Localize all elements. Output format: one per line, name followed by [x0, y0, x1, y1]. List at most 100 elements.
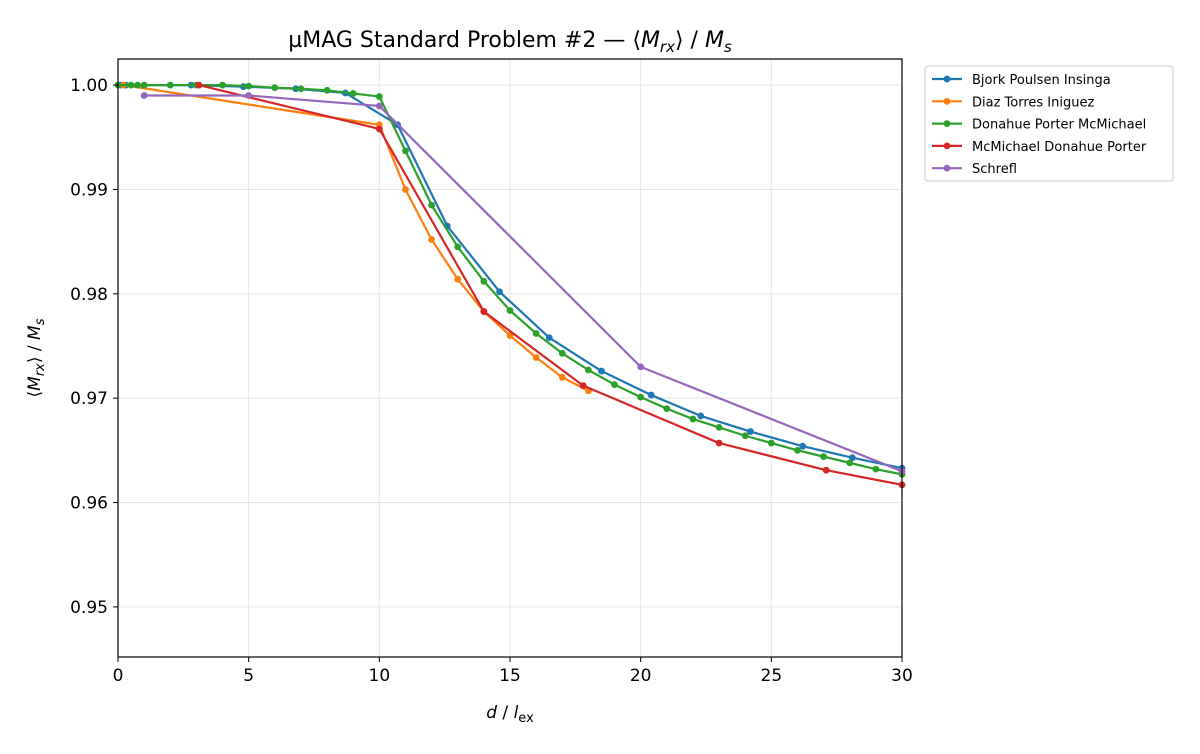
series-line	[123, 84, 589, 392]
series-5	[140, 92, 906, 475]
data-point	[689, 415, 697, 423]
data-point	[271, 84, 279, 92]
x-axis-label: d / lex	[486, 703, 534, 726]
axis-ticks: 0 5 10 15 20 25 30 0.95 0.96 0.97 0.98 0.99 1.00	[70, 76, 913, 686]
data-point	[454, 275, 462, 283]
data-point	[245, 92, 253, 99]
data-point	[715, 439, 723, 447]
data-point	[323, 86, 331, 94]
data-point	[245, 82, 253, 90]
y-tick-label: 0.96	[70, 494, 108, 514]
x-tick-label: 15	[499, 666, 521, 686]
y-tick-label: 0.95	[70, 598, 108, 618]
data-point	[663, 405, 671, 413]
data-point	[375, 125, 383, 133]
legend-swatch-marker	[943, 75, 951, 83]
grid	[117, 59, 903, 657]
data-point	[767, 439, 775, 447]
data-point	[134, 81, 142, 89]
legend-swatch-marker	[943, 97, 951, 105]
data-point	[647, 391, 655, 399]
data-point	[799, 442, 807, 450]
x-tick-label: 0	[113, 666, 124, 686]
y-tick-label: 1.00	[70, 76, 108, 96]
y-axis-label: ⟨Mrx⟩ / Ms	[25, 318, 48, 397]
data-point	[747, 428, 754, 435]
legend-item: Donahue Porter McMichael	[932, 118, 1146, 133]
data-point	[848, 454, 856, 462]
data-point	[454, 243, 462, 251]
legend-label: Bjork Poulsen Insinga	[972, 73, 1111, 88]
data-point	[195, 81, 203, 89]
legend: Bjork Poulsen Insinga Diaz Torres Iniguez…	[924, 65, 1174, 182]
series-3	[114, 81, 906, 478]
series-group	[114, 81, 906, 489]
legend-item: Bjork Poulsen Insinga	[932, 73, 1111, 88]
data-point	[127, 81, 135, 89]
y-tick-label: 0.99	[70, 180, 108, 200]
title-prefix: µMAG Standard Problem #2 — ⟨	[288, 28, 641, 53]
data-point	[637, 363, 645, 371]
data-point	[506, 332, 514, 339]
data-point	[697, 412, 705, 420]
series-4	[195, 81, 906, 489]
data-point	[219, 81, 226, 89]
legend-label: Schrefl	[972, 162, 1017, 177]
data-point	[428, 201, 435, 209]
data-point	[741, 432, 749, 440]
data-point	[794, 446, 801, 454]
series-2	[119, 81, 592, 395]
legend-label: Diaz Torres Iniguez	[972, 95, 1094, 110]
data-point	[585, 366, 592, 374]
data-point	[637, 393, 645, 401]
title-sub-rx: rx	[660, 38, 675, 56]
legend-label: Donahue Porter McMichael	[972, 118, 1146, 133]
data-point	[820, 453, 827, 461]
title-m2: M	[705, 28, 724, 53]
data-point	[140, 81, 148, 89]
y-tick-label: 0.98	[70, 285, 108, 305]
data-point	[598, 367, 605, 375]
x-tick-label: 25	[761, 666, 783, 686]
data-point	[480, 308, 488, 315]
legend-swatch-marker	[943, 164, 951, 172]
legend-label: McMichael Donahue Porter	[972, 140, 1147, 155]
y-tick-label: 0.97	[70, 389, 108, 409]
legend-item: Schrefl	[932, 162, 1017, 177]
data-point	[579, 382, 587, 390]
x-tick-label: 20	[630, 666, 652, 686]
x-tick-label: 10	[369, 666, 391, 686]
title-mid: ⟩ /	[675, 28, 705, 53]
legend-swatch-marker	[943, 142, 951, 150]
data-point	[506, 307, 514, 314]
data-point	[402, 186, 409, 193]
data-point	[532, 354, 540, 361]
legend-swatch-marker	[943, 120, 951, 127]
data-point	[558, 349, 566, 357]
legend-box	[924, 65, 1174, 182]
data-point	[480, 277, 488, 285]
legend-item: Diaz Torres Iniguez	[932, 95, 1094, 110]
title-m: M	[641, 28, 660, 53]
data-point	[545, 334, 553, 342]
data-point	[297, 85, 305, 93]
legend-item: McMichael Donahue Porter	[932, 140, 1147, 155]
data-point	[532, 330, 540, 337]
data-point	[611, 381, 618, 389]
data-point	[140, 92, 148, 99]
data-point	[166, 81, 174, 89]
x-tick-label: 5	[243, 666, 254, 686]
chart-title: µMAG Standard Problem #2 — ⟨Mrx⟩ / Ms	[288, 28, 732, 56]
data-point	[715, 424, 723, 431]
x-tick-label: 30	[891, 666, 913, 686]
data-point	[558, 373, 566, 381]
data-point	[846, 459, 854, 467]
data-point	[822, 466, 830, 474]
data-point	[375, 102, 383, 110]
data-point	[428, 236, 435, 243]
data-point	[496, 288, 503, 296]
data-point	[375, 93, 383, 100]
data-point	[872, 465, 880, 473]
